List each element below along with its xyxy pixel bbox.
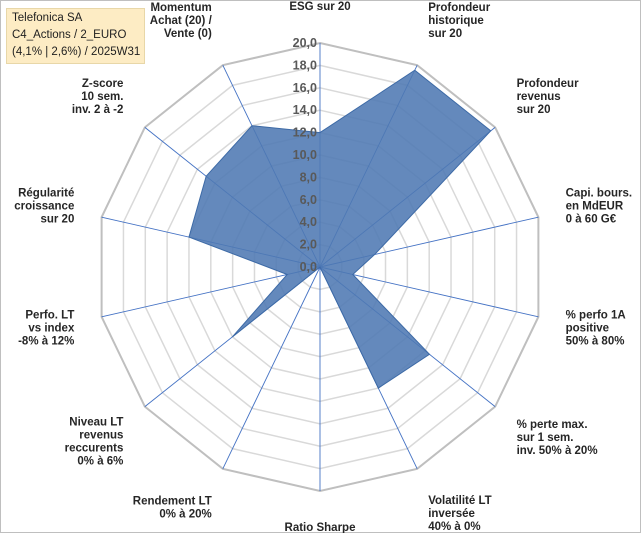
axis-label: Profondeur revenus sur 20 — [517, 78, 579, 116]
axis-label: % perfo 1A positive 50% à 80% — [566, 309, 626, 347]
title-box: Telefonica SA C4_Actions / 2_EURO (4,1% … — [6, 8, 145, 64]
axis-label: Niveau LT revenus reccurents 0% à 6% — [65, 417, 124, 468]
tick-label: 16,0 — [293, 81, 317, 95]
tick-label: 0,0 — [300, 260, 317, 274]
axis-label: Régularité croissance sur 20 — [14, 188, 74, 226]
tick-label: 6,0 — [300, 193, 317, 207]
title-company: Telefonica SA — [12, 12, 83, 24]
axis-label: Profondeur historique sur 20 — [428, 2, 490, 40]
axis-spoke — [319, 266, 539, 318]
tick-label: 18,0 — [293, 58, 317, 72]
tick-label: 14,0 — [293, 103, 317, 117]
axis-label: % perte max. sur 1 sem. inv. 50% à 20% — [517, 419, 598, 457]
title-period: (4,1% | 2,6%) / 2025W31 — [12, 46, 141, 58]
axis-label: Perfo. LT vs index -8% à 12% — [18, 309, 75, 347]
axis-label: Z-score 10 sem. inv. 2 à -2 — [72, 78, 124, 116]
axis-label: Rendement LT 0% à 20% — [133, 496, 212, 521]
tick-label: 8,0 — [300, 170, 317, 184]
tick-label: 4,0 — [300, 215, 317, 229]
title-category: C4_Actions / 2_EURO — [12, 29, 127, 41]
axis-label: Momentum Achat (20) / Vente (0) — [150, 2, 213, 40]
axis-label: Volatilité LT inversée 40% à 0% — [428, 495, 491, 533]
tick-label: 12,0 — [293, 126, 317, 140]
axis-label: Ratio Sharpe0 à 1 — [285, 522, 356, 533]
tick-label: 10,0 — [293, 148, 317, 162]
axis-spoke — [101, 266, 321, 318]
axis-label: NoteESG sur 20 — [289, 0, 350, 13]
tick-label: 2,0 — [300, 238, 317, 252]
axis-spoke — [222, 266, 321, 470]
data-area — [188, 69, 492, 389]
tick-label: 20,0 — [293, 36, 317, 50]
axis-label: Capi. bours. en MdEUR 0 à 60 G€ — [566, 188, 632, 226]
